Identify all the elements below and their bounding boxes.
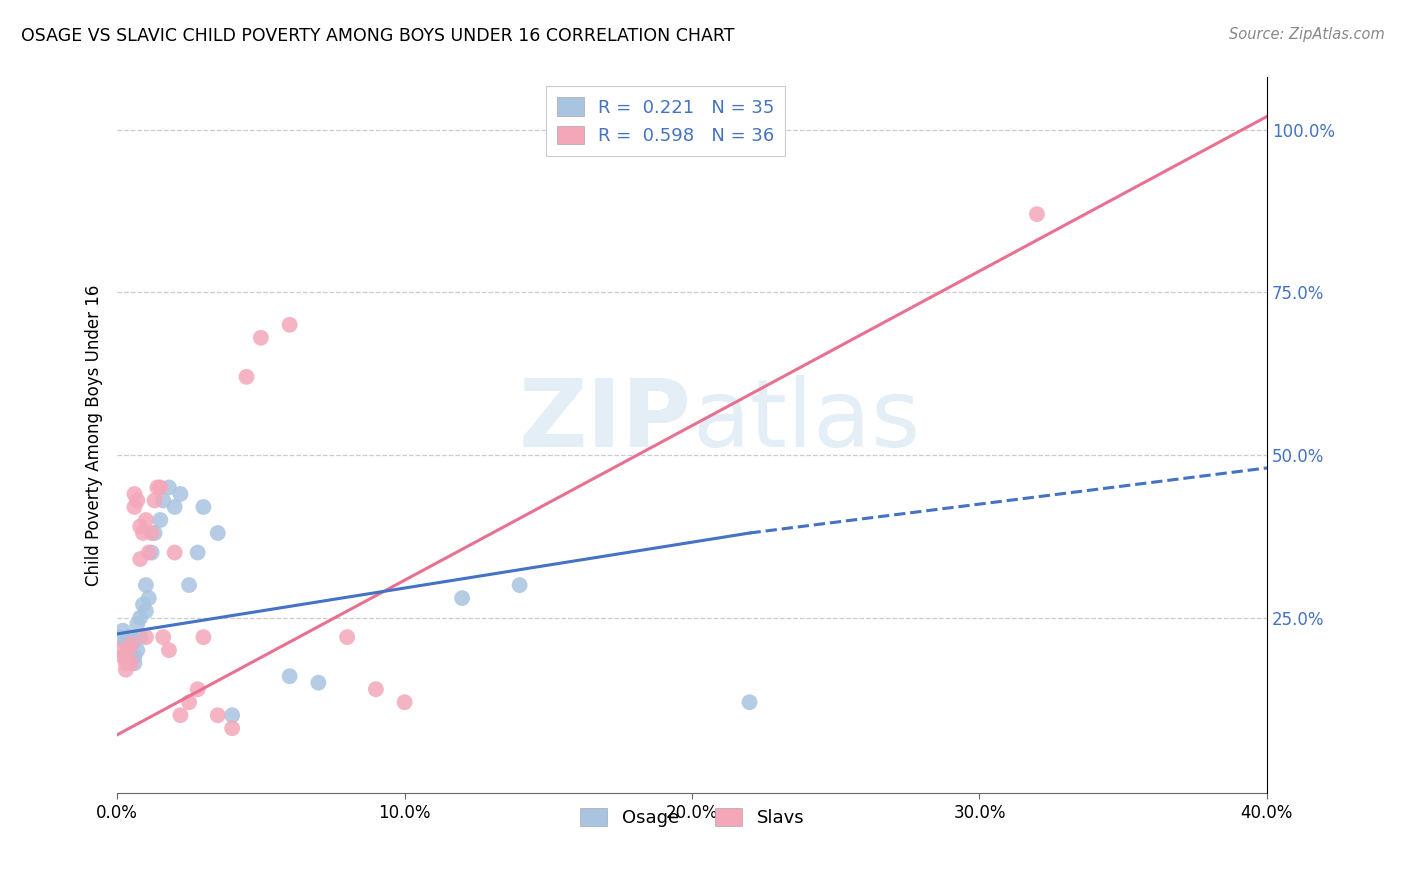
Point xyxy=(451,591,474,606)
Point xyxy=(132,526,155,541)
Point xyxy=(336,630,359,644)
Point xyxy=(111,624,134,638)
Point xyxy=(221,721,243,735)
Point xyxy=(509,578,531,592)
Point xyxy=(127,617,149,632)
Point xyxy=(114,656,136,670)
Point xyxy=(250,331,273,345)
Point xyxy=(149,513,172,527)
Point xyxy=(278,318,301,332)
Point xyxy=(121,630,143,644)
Point xyxy=(221,708,243,723)
Point xyxy=(118,643,141,657)
Point xyxy=(121,656,143,670)
Point xyxy=(738,695,761,709)
Point xyxy=(124,487,146,501)
Point xyxy=(169,487,191,501)
Point xyxy=(135,604,157,618)
Point xyxy=(118,630,141,644)
Point xyxy=(187,682,209,697)
Point xyxy=(132,598,155,612)
Text: Source: ZipAtlas.com: Source: ZipAtlas.com xyxy=(1229,27,1385,42)
Point xyxy=(127,493,149,508)
Point xyxy=(138,591,160,606)
Point xyxy=(124,656,146,670)
Point xyxy=(127,643,149,657)
Text: OSAGE VS SLAVIC CHILD POVERTY AMONG BOYS UNDER 16 CORRELATION CHART: OSAGE VS SLAVIC CHILD POVERTY AMONG BOYS… xyxy=(21,27,734,45)
Point xyxy=(149,480,172,494)
Point xyxy=(157,480,180,494)
Point xyxy=(108,643,131,657)
Point xyxy=(114,663,136,677)
Point xyxy=(157,643,180,657)
Point xyxy=(163,500,186,514)
Point xyxy=(118,643,141,657)
Point xyxy=(235,369,257,384)
Point xyxy=(129,552,152,566)
Point xyxy=(141,545,163,559)
Point xyxy=(394,695,416,709)
Point xyxy=(207,708,229,723)
Point xyxy=(138,545,160,559)
Point xyxy=(141,526,163,541)
Point xyxy=(152,493,174,508)
Point xyxy=(108,630,131,644)
Point xyxy=(207,526,229,541)
Point xyxy=(114,649,136,664)
Point xyxy=(187,545,209,559)
Point xyxy=(163,545,186,559)
Point xyxy=(135,630,157,644)
Point xyxy=(278,669,301,683)
Point xyxy=(129,630,152,644)
Point xyxy=(146,480,169,494)
Point xyxy=(124,649,146,664)
Point xyxy=(177,578,200,592)
Legend: Osage, Slavs: Osage, Slavs xyxy=(572,801,811,834)
Point xyxy=(177,695,200,709)
Point xyxy=(1026,207,1049,221)
Point xyxy=(143,526,166,541)
Point xyxy=(193,500,215,514)
Point xyxy=(169,708,191,723)
Point xyxy=(121,637,143,651)
Point xyxy=(152,630,174,644)
Point xyxy=(121,637,143,651)
Point xyxy=(135,513,157,527)
Text: ZIP: ZIP xyxy=(519,375,692,467)
Point xyxy=(124,500,146,514)
Point xyxy=(307,675,329,690)
Point xyxy=(129,610,152,624)
Point xyxy=(364,682,387,697)
Point xyxy=(143,493,166,508)
Point xyxy=(114,637,136,651)
Point xyxy=(135,578,157,592)
Y-axis label: Child Poverty Among Boys Under 16: Child Poverty Among Boys Under 16 xyxy=(86,285,103,586)
Point xyxy=(193,630,215,644)
Text: atlas: atlas xyxy=(692,375,921,467)
Point xyxy=(129,519,152,533)
Point xyxy=(111,649,134,664)
